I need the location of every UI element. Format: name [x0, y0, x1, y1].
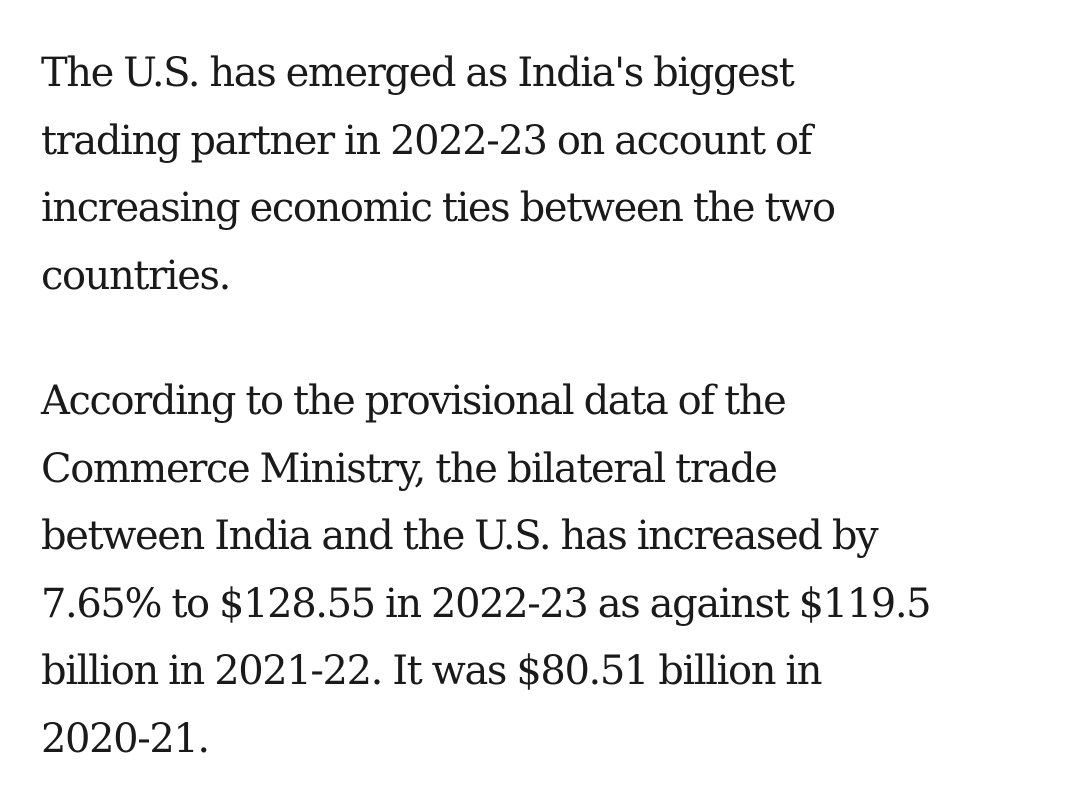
paragraph-line: between India and the U.S. has increased…	[41, 513, 879, 559]
paragraph-line: 2020-21.	[41, 715, 210, 762]
paragraph-line: trading partner in 2022-23 on account of	[41, 117, 813, 164]
paragraph-line: 7.65% to $128.55 in 2022-23 as against $…	[41, 580, 932, 627]
paragraph-line: billion in 2021-22. It was $80.51 billio…	[41, 648, 823, 694]
paragraph-line: countries.	[41, 252, 231, 299]
article-paragraph-1: The U.S. has emerged as India's biggest …	[41, 40, 1041, 310]
paragraph-line: According to the provisional data of the	[41, 378, 787, 424]
article-body: The U.S. has emerged as India's biggest …	[41, 40, 1041, 773]
paragraph-line: The U.S. has emerged as India's biggest	[41, 50, 795, 96]
article-paragraph-2: According to the provisional data of the…	[41, 368, 1041, 773]
paragraph-line: increasing economic ties between the two	[41, 185, 836, 231]
paragraph-line: Commerce Ministry, the bilateral trade	[41, 445, 778, 492]
